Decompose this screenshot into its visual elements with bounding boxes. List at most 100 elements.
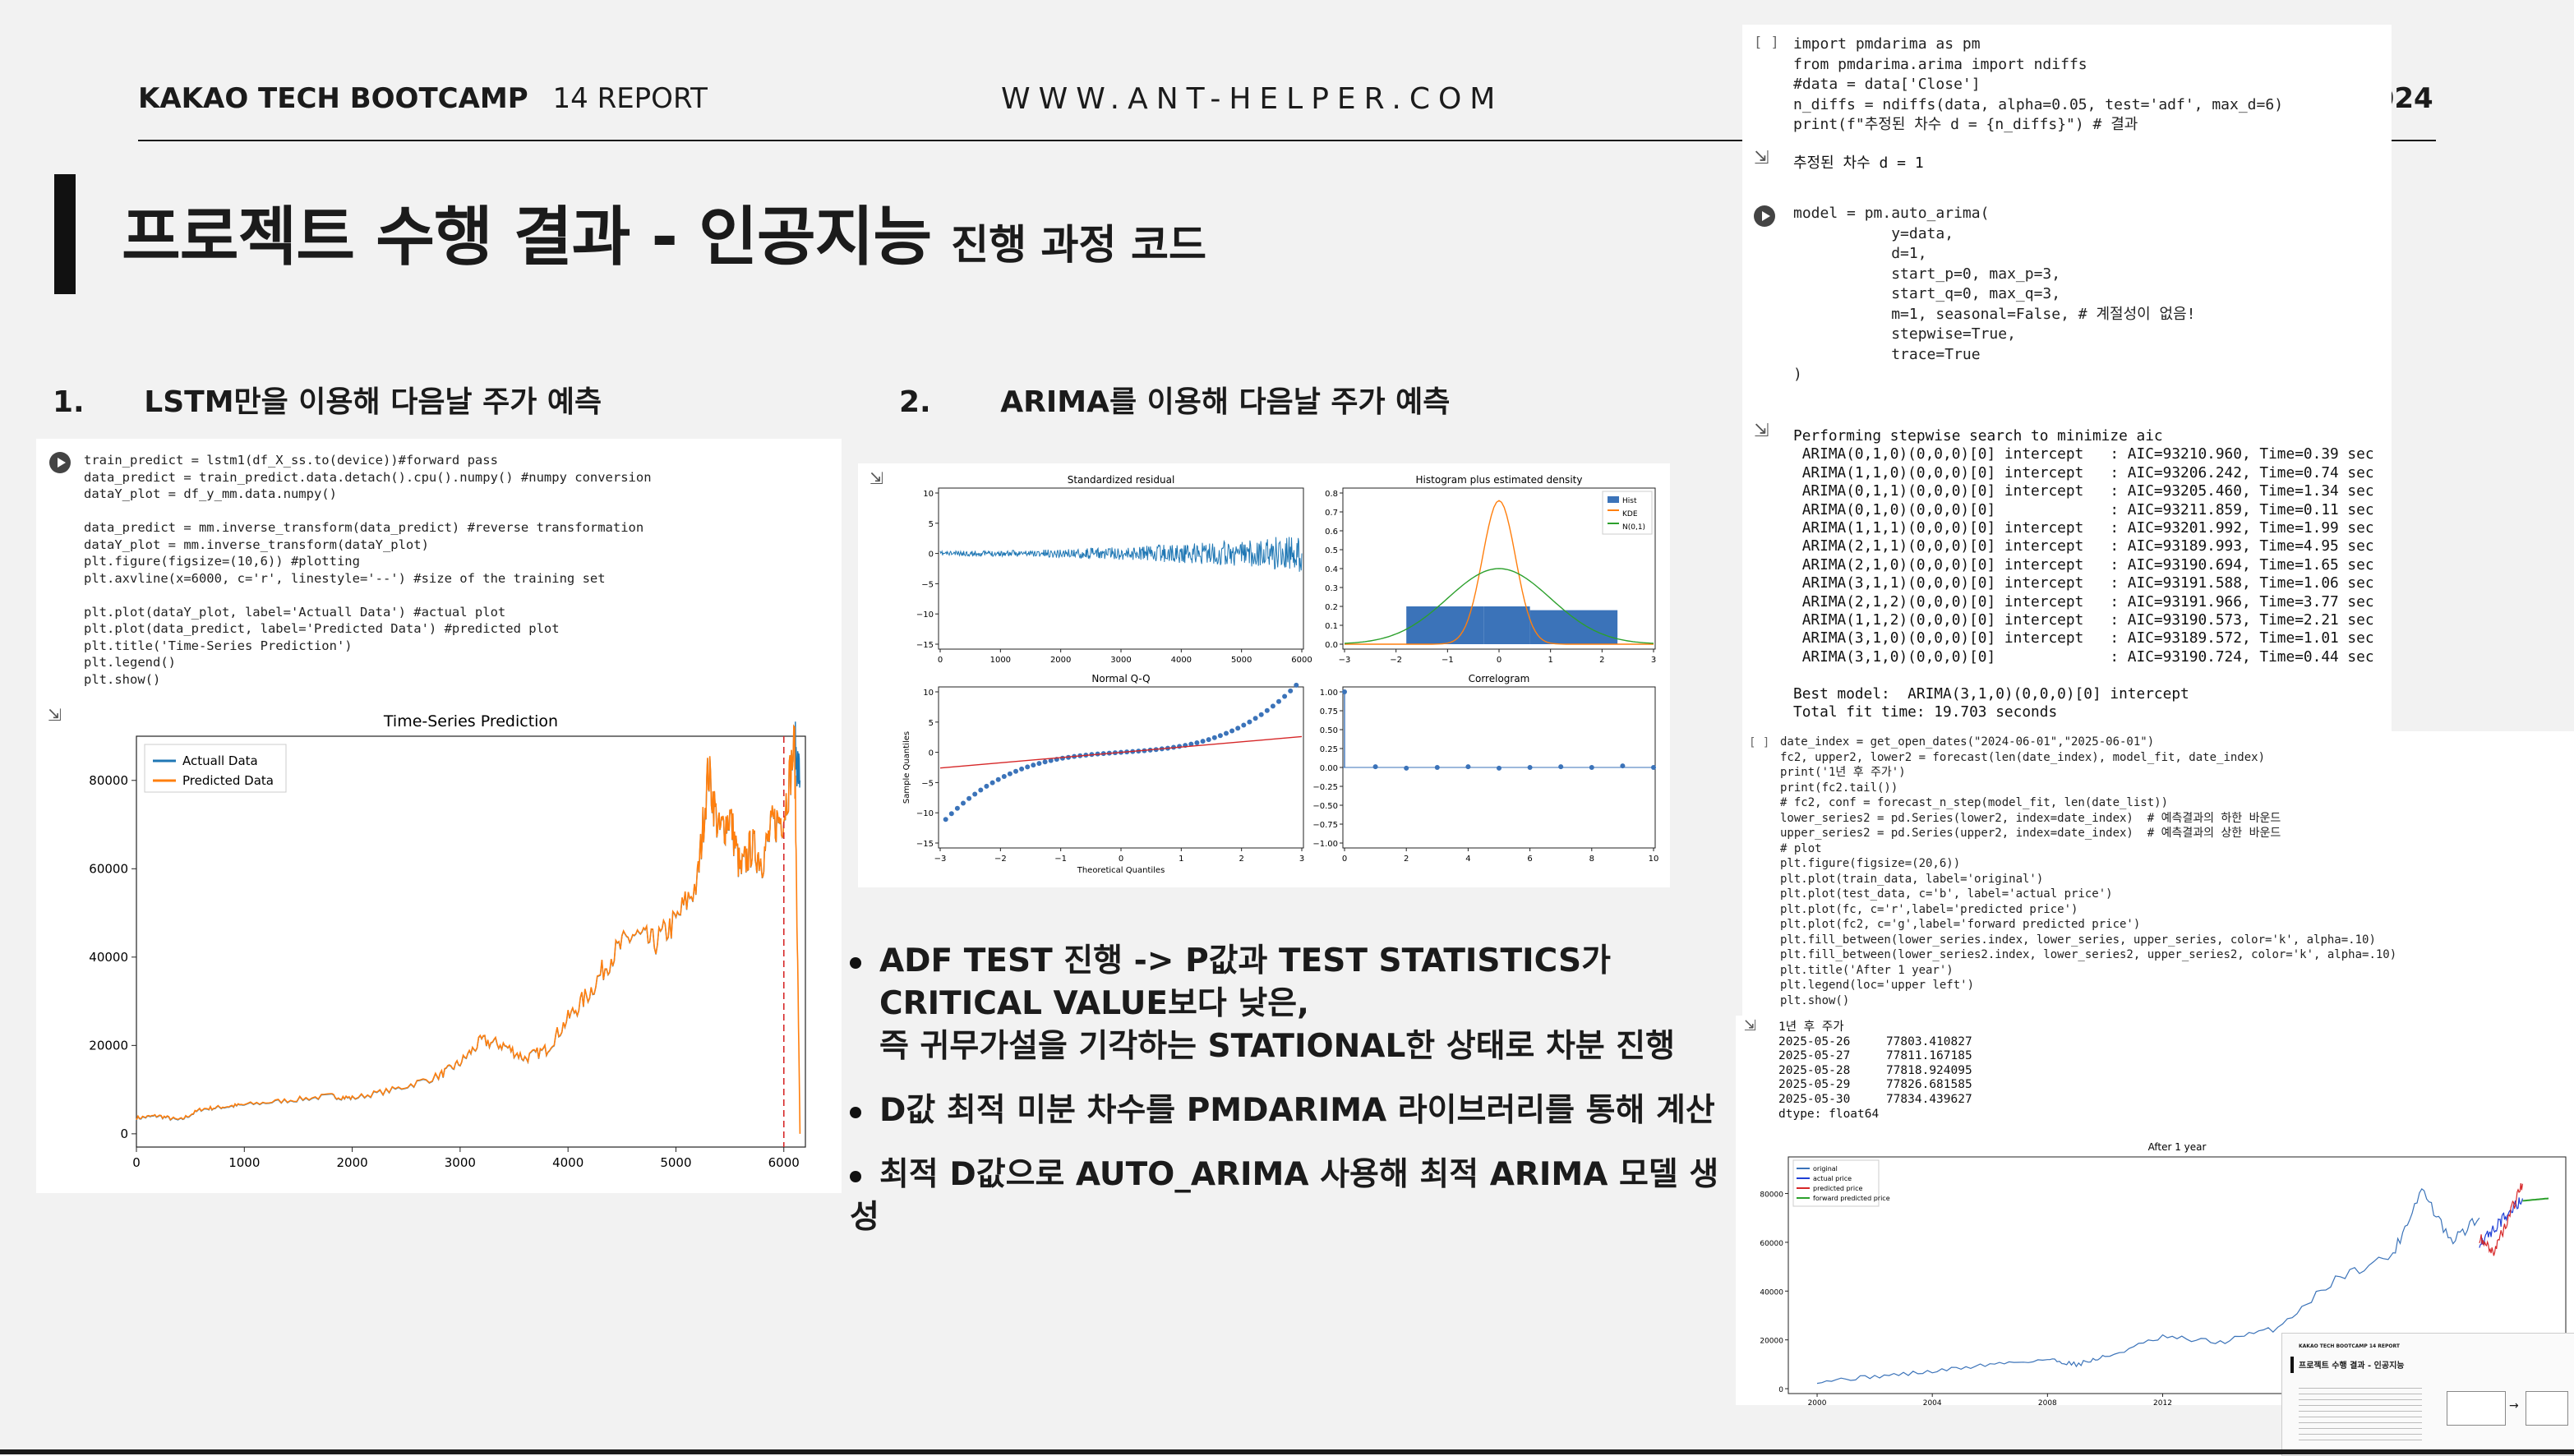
output-line: ARIMA(1,1,2)(0,0,0)[0] intercept : AIC=9…: [1793, 611, 2374, 629]
code-line: stepwise=True,: [1793, 325, 2016, 343]
run-cell-button[interactable]: [1754, 205, 1775, 227]
after-y-tick-label: 80000: [1760, 1191, 1783, 1200]
qq-point: [1007, 771, 1013, 776]
qq-point: [1188, 741, 1194, 747]
histogram-panel-x-tick-label: 0: [1497, 656, 1502, 665]
qq-point: [961, 800, 966, 806]
correlogram-panel-x-tick-label: 0: [1342, 855, 1347, 864]
code-line: n_diffs = ndiffs(data, alpha=0.05, test=…: [1793, 95, 2284, 113]
histogram-bar: [1483, 606, 1530, 644]
y-tick-label: 40000: [89, 950, 128, 965]
qq-panel-y-tick-label: −10: [916, 809, 934, 818]
correlogram-point: [1558, 764, 1564, 770]
code-line: print(fc2.tail()): [1780, 781, 1898, 795]
qq-point: [1042, 759, 1048, 765]
after-series-line-3: [2522, 1197, 2549, 1202]
output-toggle-icon[interactable]: ⇲: [1744, 1017, 1757, 1034]
histogram-legend-swatch: [1608, 509, 1619, 511]
bottom-rule: [0, 1449, 2574, 1454]
forecast-code-cell: [ ] date_index = get_open_dates("2024-06…: [1742, 731, 2574, 1016]
after-legend-label: actual price: [1813, 1175, 1852, 1182]
bullet-item-2: D값 최적 미분 차수를 PMDARIMA 라이브러리를 통해 계산: [850, 1090, 1737, 1132]
residual-panel-x-tick-label: 2000: [1050, 656, 1071, 665]
correlogram-panel-title: Correlogram: [1469, 673, 1530, 684]
output-line: 2025-05-30 77834.439627: [1778, 1092, 1972, 1106]
thumb-content-lines: [2299, 1383, 2422, 1440]
code-line: # fc2, conf = forecast_n_step(model_fit,…: [1780, 796, 2169, 809]
after-y-tick-label: 0: [1778, 1386, 1783, 1394]
code-line: fc2, upper2, lower2 = forecast(len(date_…: [1780, 750, 2266, 764]
output-toggle-icon[interactable]: ⇲: [1754, 421, 1769, 441]
output-toggle-icon[interactable]: ⇲: [1754, 148, 1769, 168]
code-line: plt.title('After 1 year'): [1780, 963, 1954, 977]
code-line: plt.plot(fc2, c='g',label='forward predi…: [1780, 918, 2141, 931]
forecast-printed-output: 1년 후 주가 2025-05-26 77803.410827 2025-05-27…: [1778, 1021, 1972, 1122]
qq-point: [1194, 740, 1200, 745]
run-cell-button[interactable]: [49, 452, 71, 473]
qq-point: [1217, 733, 1223, 739]
qq-y-axis-label: Sample Quantiles: [902, 731, 911, 804]
qq-point: [948, 811, 954, 817]
series-predicted-line: [136, 724, 801, 1134]
slide-thumbnail[interactable]: KAKAO TECH BOOTCAMP 14 REPORT 프로젝트 수행 결과…: [2281, 1333, 2574, 1456]
output-toggle-icon[interactable]: ⇲: [48, 705, 62, 725]
correlogram-panel-y-tick-label: −0.25: [1312, 783, 1338, 792]
histogram-bar: [1406, 606, 1484, 644]
bullet-1-line-1: ADF TEST 진행 -> P값과 TEST STATISTICS가: [879, 942, 1611, 979]
qq-point: [1270, 703, 1275, 709]
residual-panel-y-tick-label: 5: [929, 520, 934, 529]
output-toggle-icon[interactable]: ⇲: [870, 468, 883, 488]
thumb-title: 프로젝트 수행 결과 - 인공지능: [2299, 1362, 2405, 1371]
code-line: #data = data['Close']: [1793, 76, 1981, 93]
code-line: plt.show(): [84, 671, 161, 687]
page-title-main: 프로젝트 수행 결과 - 인공지능: [122, 200, 932, 274]
qq-panel-x-tick-label: −2: [994, 855, 1007, 864]
bullet-dot: [850, 956, 861, 969]
bullet-2-text: D값 최적 미분 차수를 PMDARIMA 라이브러리를 통해 계산: [879, 1092, 1715, 1129]
output-line: dtype: float64: [1778, 1107, 1880, 1121]
pmdarima-code-text: import pmdarima as pm from pmdarima.arima…: [1793, 35, 2283, 136]
qq-point: [1276, 698, 1281, 704]
output-line: ARIMA(1,1,0)(0,0,0)[0] intercept : AIC=9…: [1793, 463, 2374, 481]
qq-point: [984, 783, 989, 789]
lstm-output-cell: ⇲ Time-Series Prediction 0 20000 40000 60000…: [36, 698, 842, 1193]
code-line: plt.plot(data_predict, label='Predicted …: [84, 621, 560, 636]
cell-bracket[interactable]: [ ]: [1754, 35, 1779, 51]
qq-reference-line: [939, 735, 1303, 769]
code-line: plt.plot(test_data, c='b', label='actual…: [1780, 887, 2113, 901]
y-tick-label: 0: [120, 1127, 128, 1141]
code-line: model = pm.auto_arima(: [1793, 205, 1990, 222]
residual-panel-x-tick-label: 1000: [990, 656, 1011, 665]
histogram-panel-x-tick-label: −1: [1442, 656, 1454, 665]
header-site: WWW.ANT-HELPER.COM: [1001, 82, 1504, 116]
page-title: 프로젝트 수행 결과 - 인공지능 진행 과정 코드: [122, 186, 1206, 278]
correlogram-panel-y-tick-label: −1.00: [1312, 840, 1338, 849]
code-line: [84, 503, 652, 520]
auto-arima-code-cell: model = pm.auto_arima( y=data, d=1, star…: [1742, 194, 2392, 409]
correlogram-point: [1497, 765, 1502, 771]
residual-panel-y-tick-label: −10: [916, 611, 934, 620]
x-tick-label: 5000: [660, 1155, 691, 1170]
output-line: ARIMA(0,1,0)(0,0,0)[0] : AIC=93211.859, …: [1793, 500, 2374, 518]
qq-panel-y-tick-label: 0: [929, 749, 934, 758]
histogram-panel-title: Histogram plus estimated density: [1416, 474, 1583, 486]
histogram-bar: [1529, 610, 1618, 644]
lstm-chart: Time-Series Prediction020000400006000080…: [89, 712, 806, 1170]
residual-panel-frame: [938, 487, 1304, 650]
lstm-code-text: train_predict = lstm1(df_X_ss.to(device)…: [84, 452, 652, 688]
output-line: ARIMA(2,1,2)(0,0,0)[0] intercept : AIC=9…: [1793, 592, 2374, 611]
histogram-legend-swatch: [1608, 496, 1619, 503]
after-chart-title: After 1 year: [2148, 1141, 2207, 1153]
residual-panel-y-tick-label: 0: [929, 551, 934, 560]
output-line: 2025-05-27 77811.167185: [1778, 1049, 1972, 1063]
after-legend-label: predicted price: [1813, 1185, 1862, 1192]
residual-panel-x-tick-label: 0: [938, 656, 943, 665]
x-tick-label: 4000: [552, 1155, 584, 1170]
code-line: date_index = get_open_dates("2024-06-01"…: [1780, 735, 2155, 749]
histogram-panel-y-tick-label: 0.5: [1325, 546, 1338, 555]
qq-point: [1059, 755, 1065, 761]
code-line: print(f"추정된 차수 d = {n_diffs}") # 결과: [1793, 116, 2138, 133]
cell-bracket[interactable]: [ ]: [1749, 736, 1770, 749]
histogram-legend-label: Hist: [1622, 497, 1637, 505]
code-line: upper_series2 = pd.Series(upper2, index=…: [1780, 827, 2281, 840]
